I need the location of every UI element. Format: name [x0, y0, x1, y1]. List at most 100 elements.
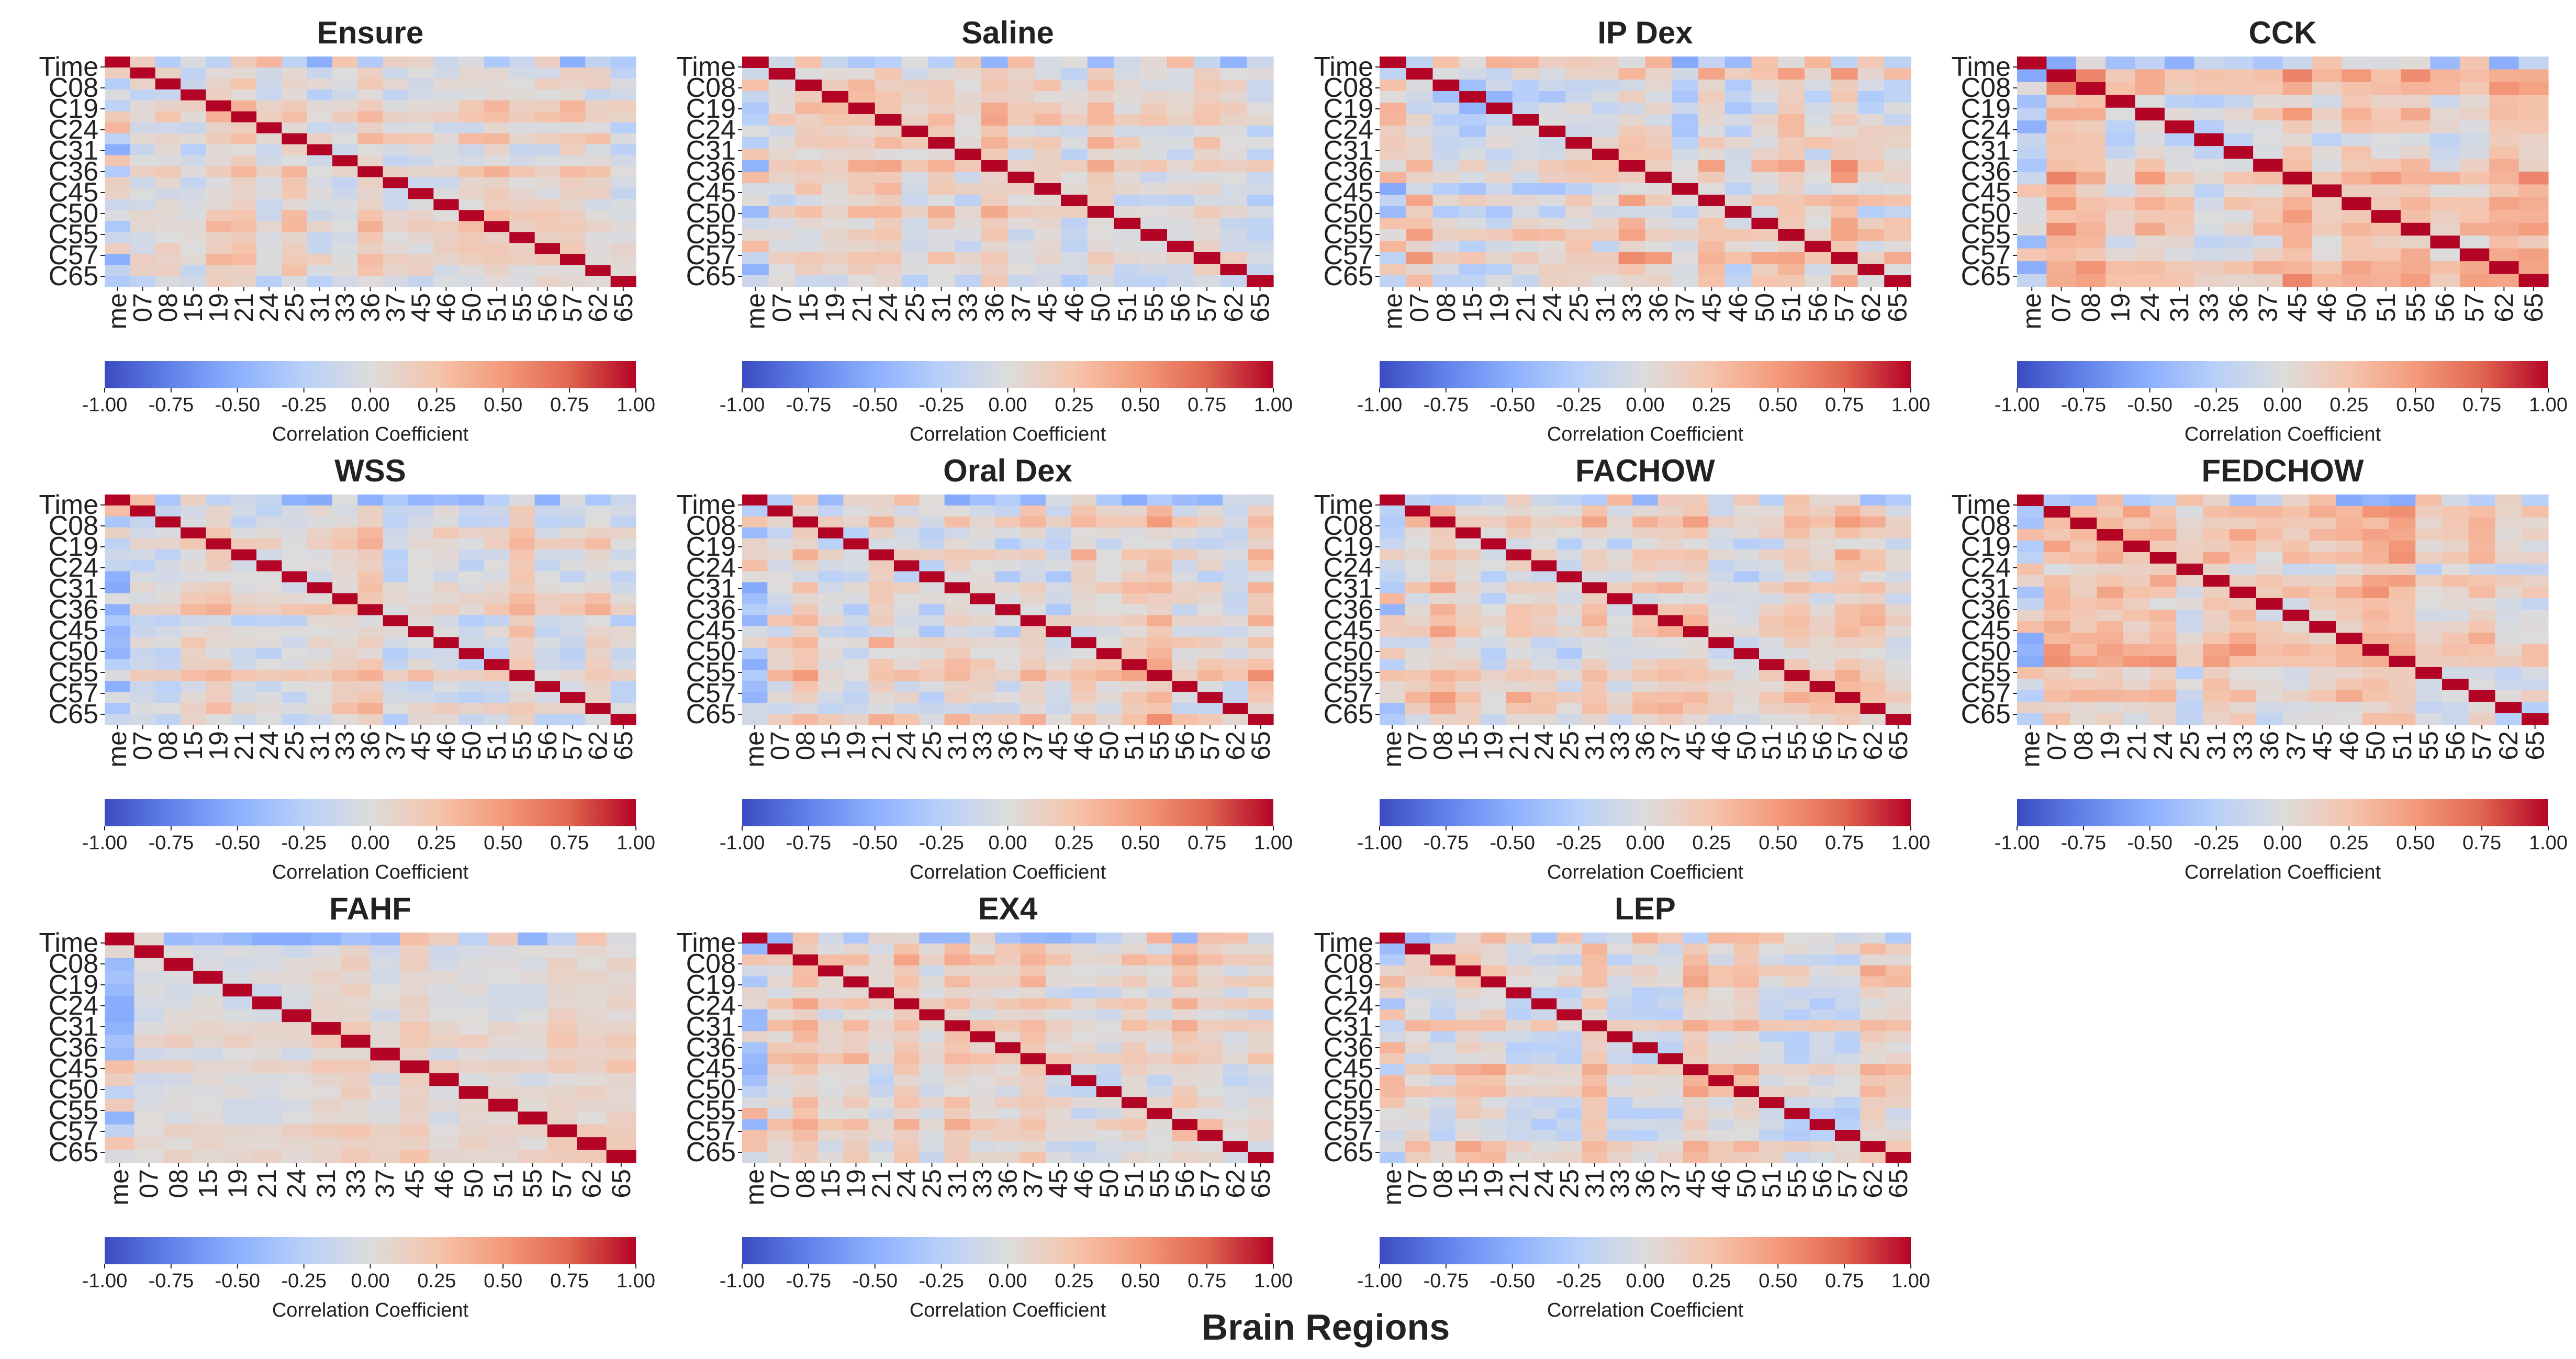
heatmap-cell: [2459, 159, 2490, 172]
heatmap-cell: [970, 1064, 995, 1075]
heatmap-cell: [970, 1031, 995, 1043]
heatmap-cell: [383, 516, 409, 528]
heatmap-cell: [458, 199, 485, 210]
heatmap-cell: [843, 1031, 869, 1043]
heatmap-cell: [585, 516, 611, 528]
heatmap-cell: [2312, 133, 2342, 147]
y-tick-label: C08: [49, 511, 98, 541]
colorbar-tick-label: 0.00: [989, 1270, 1027, 1292]
heatmap-cell: [2256, 621, 2283, 633]
heatmap-cell: [1380, 160, 1407, 172]
x-tick-label: 50: [1750, 293, 1779, 322]
heatmap-cell: [585, 133, 611, 145]
x-tick-label: 55: [1139, 293, 1169, 322]
heatmap-cell: [2459, 146, 2490, 160]
heatmap-cell: [585, 593, 611, 605]
heatmap-cell: [843, 1141, 869, 1152]
heatmap-cell: [1096, 549, 1122, 561]
x-tick-label: 08: [1431, 293, 1461, 322]
y-tick-label: C50: [686, 636, 736, 667]
heatmap-cell: [981, 218, 1009, 230]
heatmap-cell: [1481, 626, 1507, 637]
heatmap-cell: [332, 516, 358, 528]
heatmap-cell: [1698, 114, 1726, 126]
heatmap-cell: [2522, 690, 2549, 702]
heatmap-cell: [970, 1086, 995, 1097]
heatmap-cell: [105, 57, 130, 68]
heatmap-cell: [231, 265, 257, 276]
heatmap-cell: [307, 100, 333, 112]
heatmap-cell: [509, 626, 535, 637]
colorbar-tick-label: -0.25: [2193, 394, 2239, 416]
heatmap-cell: [256, 681, 282, 692]
heatmap-cell: [2070, 644, 2097, 656]
heatmap-cell: [1539, 68, 1566, 80]
heatmap-cell: [2164, 57, 2194, 70]
heatmap-cell: [1096, 943, 1122, 955]
heatmap-cell: [1708, 943, 1734, 955]
heatmap-cell: [795, 57, 822, 69]
heatmap-cell: [307, 199, 333, 210]
heatmap-cell: [341, 1022, 371, 1036]
heatmap-cell: [843, 615, 869, 627]
heatmap-cell: [1223, 549, 1249, 561]
y-tick-label: C19: [1961, 94, 2011, 124]
heatmap-cell: [1061, 126, 1088, 138]
heatmap-cell: [206, 166, 232, 178]
heatmap-cell: [1046, 714, 1071, 725]
heatmap-cell: [1020, 1141, 1046, 1152]
heatmap-cell: [206, 615, 232, 627]
heatmap-cell: [843, 495, 869, 506]
heatmap-cell: [928, 149, 955, 161]
heatmap-cell: [1034, 149, 1061, 161]
heatmap-cell: [383, 571, 409, 583]
heatmap-cell: [610, 505, 636, 517]
x-tick-label: 21: [229, 293, 259, 322]
heatmap-cell: [792, 714, 819, 725]
heatmap-cell: [1223, 1108, 1249, 1119]
x-tick-label: 21: [2122, 731, 2151, 760]
heatmap-cell: [256, 243, 282, 254]
heatmap-cell: [231, 538, 257, 550]
heatmap-cell: [944, 593, 970, 605]
heatmap-cell: [1512, 126, 1540, 138]
heatmap-cell: [433, 626, 460, 637]
heatmap-cell: [1857, 218, 1885, 230]
colorbar-tick-label: 0.50: [1121, 1270, 1160, 1292]
heatmap-cell: [1122, 1152, 1147, 1163]
heatmap-cell: [2342, 235, 2372, 249]
heatmap-cell: [1034, 126, 1061, 138]
heatmap-cell: [484, 505, 510, 517]
heatmap-cell: [577, 1150, 607, 1163]
heatmap-cell: [1657, 505, 1684, 517]
heatmap-cell: [1724, 252, 1752, 264]
heatmap-cell: [181, 714, 206, 725]
heatmap-cell: [1751, 114, 1778, 126]
heatmap-cell: [944, 648, 970, 659]
x-tick-label: 55: [1145, 731, 1174, 760]
heatmap-cell: [1197, 1053, 1223, 1065]
heatmap-cell: [2017, 235, 2047, 249]
heatmap-cell: [408, 604, 434, 616]
heatmap-cell: [1885, 626, 1911, 637]
colorbar-tick-label: 0.00: [351, 1270, 390, 1292]
heatmap-cell: [408, 538, 434, 550]
heatmap-cell: [534, 604, 561, 616]
heatmap-cell: [282, 1060, 312, 1074]
heatmap-cell: [130, 648, 156, 659]
heatmap-cell: [1432, 172, 1460, 184]
heatmap-cell: [1698, 149, 1726, 161]
heatmap-cell: [919, 1075, 945, 1086]
x-tick-label: 51: [482, 731, 511, 760]
heatmap-cell: [1455, 954, 1481, 966]
heatmap-cell: [433, 505, 460, 517]
heatmap-cell: [1061, 264, 1088, 276]
heatmap-cell: [433, 100, 460, 112]
heatmap-cell: [2312, 210, 2342, 223]
heatmap-cell: [2123, 552, 2151, 564]
heatmap-cell: [1733, 560, 1760, 572]
heatmap-cell: [282, 232, 308, 243]
heatmap-cell: [2362, 679, 2390, 691]
heatmap-cell: [606, 958, 636, 971]
heatmap-cell: [1172, 1009, 1198, 1021]
